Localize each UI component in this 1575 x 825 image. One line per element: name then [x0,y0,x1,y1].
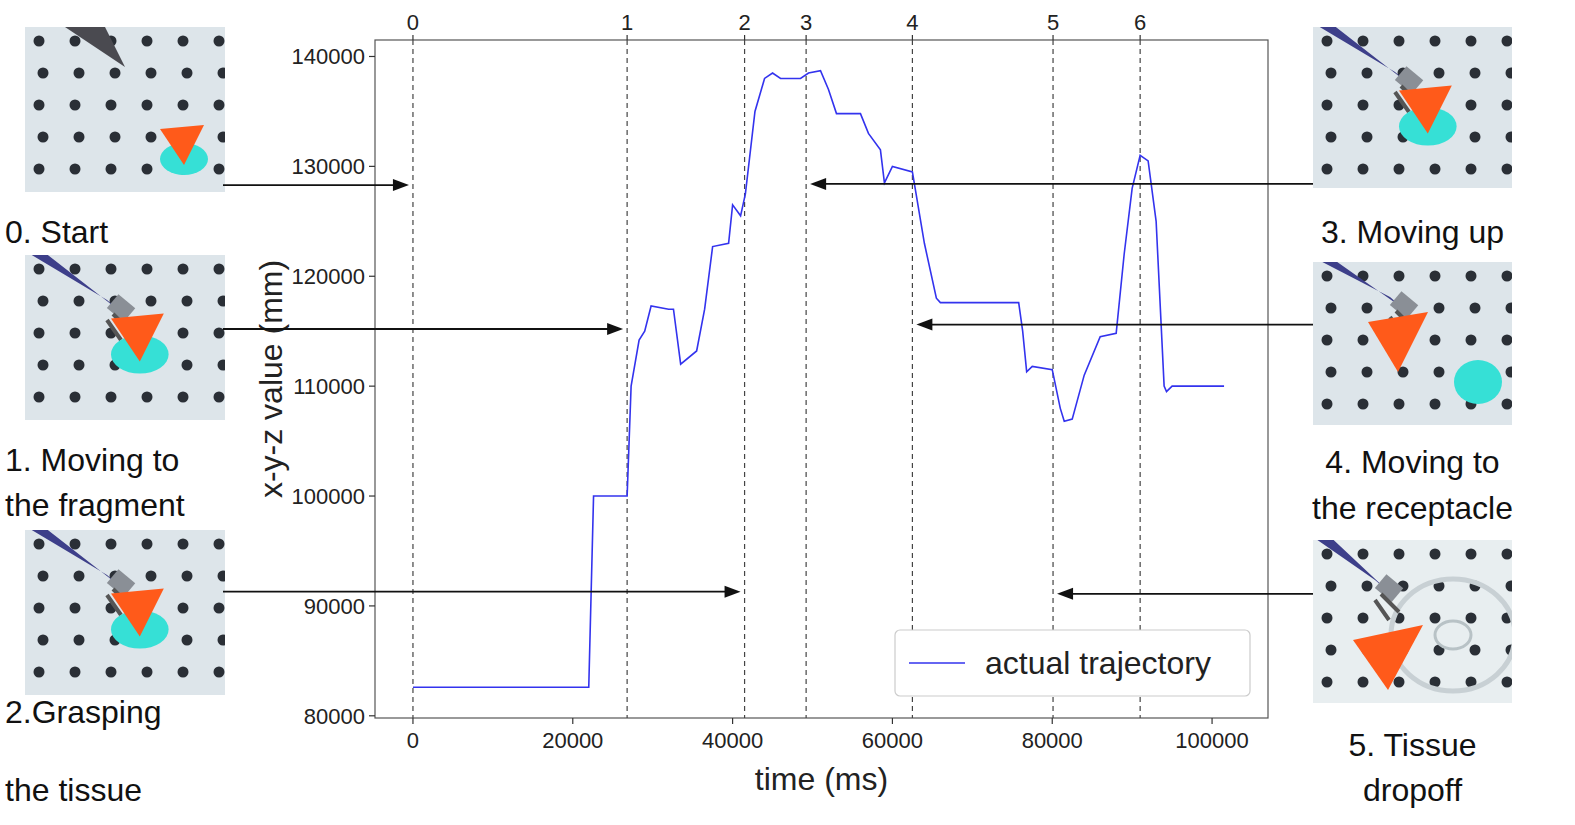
legend-box [895,630,1250,696]
x-tick [412,718,413,724]
caption: the receptacle [1312,490,1513,526]
caption: 0. Start [5,214,108,250]
x-tick [732,718,733,724]
figure: 0200004000060000800001000008000090000100… [0,0,1575,825]
event-tick [412,35,413,40]
event-line [627,40,628,718]
event-label: 3 [800,10,812,35]
x-tick-label: 100000 [1175,728,1248,753]
photo [15,245,229,435]
event-label: 2 [738,10,750,35]
arrow [223,328,611,330]
photo [25,27,229,207]
arrow [822,183,1313,185]
x-axis-title: time (ms) [755,761,888,797]
plot-marks [413,71,1224,687]
arrow [928,324,1313,326]
event-tick [806,35,807,40]
x-tick-label: 20000 [542,728,603,753]
arrow-head [725,586,741,598]
x-tick-label: 40000 [702,728,763,753]
photo [1303,17,1517,207]
event-label: 4 [906,10,918,35]
event-label: 5 [1047,10,1059,35]
event-tick [744,35,745,40]
arrow [223,184,397,186]
caption: 3. Moving up [1321,214,1504,250]
arrow-head [1057,588,1073,600]
arrow [223,591,729,593]
plot-frame [375,40,1268,718]
y-tick-label: 120000 [292,264,365,289]
y-tick-label: 90000 [304,594,365,619]
event-label: 6 [1134,10,1146,35]
legend: actual trajectory [895,630,1250,696]
event-line [806,40,807,718]
y-tick-label: 80000 [304,704,365,729]
y-tick-label: 110000 [293,374,365,399]
arrow [1069,593,1313,595]
y-tick [369,56,375,57]
legend-label: actual trajectory [985,645,1211,681]
event-line [1140,40,1141,718]
event-label: 1 [621,10,633,35]
y-tick-label: 130000 [292,154,365,179]
y-tick [369,276,375,277]
event-tick [627,35,628,40]
event-line [912,40,913,718]
event-tick [1140,35,1141,40]
x-tick [1052,718,1053,724]
arrow-head [810,178,826,190]
caption: dropoff [1363,772,1462,808]
y-tick [369,495,375,496]
caption: 5. Tissue [1348,727,1476,763]
y-tick [369,715,375,716]
arrow-head [393,179,409,191]
caption: the fragment [5,487,185,523]
caption: 2.Grasping [5,694,162,730]
caption: the tissue [5,772,142,808]
photo [1303,530,1517,720]
x-tick [1211,718,1212,724]
y-tick [369,605,375,606]
y-tick-label: 100000 [292,484,365,509]
caption: 4. Moving to [1325,444,1499,480]
x-tick [892,718,893,724]
legend-swatch [909,662,965,664]
trajectory-line [413,71,1224,687]
event-line [412,40,413,718]
y-tick [369,166,375,167]
x-tick-label: 0 [407,728,419,753]
x-tick-label: 80000 [1022,728,1083,753]
y-tick [369,386,375,387]
event-line [744,40,745,718]
arrow-head [607,323,623,335]
y-axis-title: x-y-z value (mm) [253,260,289,498]
x-tick [572,718,573,724]
x-tick-label: 60000 [862,728,923,753]
arrow-head [916,319,932,331]
photo [1303,252,1517,442]
caption: 1. Moving to [5,442,179,478]
event-tick [1052,35,1053,40]
event-label: 0 [407,10,419,35]
y-tick-label: 140000 [292,44,365,69]
event-tick [912,35,913,40]
photo [15,520,229,710]
